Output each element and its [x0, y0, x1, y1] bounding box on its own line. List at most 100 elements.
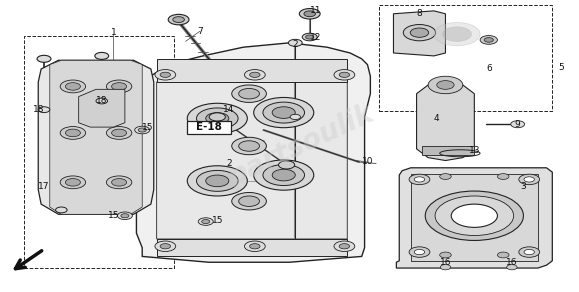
Circle shape	[272, 169, 295, 181]
Circle shape	[437, 81, 454, 89]
Circle shape	[244, 69, 265, 80]
Text: 18: 18	[32, 105, 44, 114]
Circle shape	[95, 53, 109, 59]
Text: 10: 10	[362, 157, 373, 166]
Circle shape	[206, 113, 229, 124]
Text: 15: 15	[211, 215, 223, 225]
Circle shape	[37, 55, 51, 62]
Polygon shape	[137, 43, 371, 262]
Circle shape	[138, 128, 146, 132]
Circle shape	[299, 8, 320, 19]
Circle shape	[232, 137, 266, 155]
Text: 18: 18	[96, 96, 108, 105]
Text: 7: 7	[197, 27, 203, 36]
Circle shape	[442, 27, 471, 41]
Circle shape	[107, 126, 132, 139]
Circle shape	[196, 171, 238, 191]
Text: 8: 8	[416, 9, 422, 18]
Circle shape	[232, 192, 266, 210]
Circle shape	[187, 166, 247, 196]
Circle shape	[254, 160, 314, 190]
Circle shape	[196, 108, 238, 129]
Polygon shape	[79, 89, 125, 127]
Circle shape	[339, 72, 350, 77]
Circle shape	[96, 98, 108, 104]
Circle shape	[272, 107, 295, 118]
Circle shape	[439, 252, 451, 258]
Circle shape	[173, 17, 184, 22]
Circle shape	[519, 247, 540, 257]
Circle shape	[112, 178, 127, 186]
FancyBboxPatch shape	[186, 121, 230, 133]
Text: 4: 4	[434, 114, 439, 123]
Circle shape	[497, 252, 509, 258]
Circle shape	[65, 129, 80, 137]
Text: 3: 3	[521, 182, 526, 191]
Polygon shape	[50, 60, 142, 214]
Polygon shape	[394, 11, 445, 56]
Text: 12: 12	[310, 32, 321, 41]
Text: 14: 14	[223, 105, 234, 114]
Circle shape	[434, 22, 480, 46]
Bar	[24, 36, 174, 268]
Circle shape	[244, 241, 265, 251]
Circle shape	[404, 25, 435, 41]
Circle shape	[239, 88, 259, 99]
Circle shape	[428, 76, 463, 94]
Circle shape	[263, 102, 305, 123]
Circle shape	[480, 36, 497, 44]
Circle shape	[440, 265, 450, 270]
Polygon shape	[416, 81, 474, 161]
Polygon shape	[411, 174, 538, 261]
Circle shape	[409, 174, 430, 185]
Circle shape	[524, 177, 534, 182]
Text: 16: 16	[439, 258, 451, 267]
Text: partsoulik: partsoulik	[223, 100, 379, 192]
Circle shape	[302, 33, 317, 41]
Circle shape	[60, 176, 86, 189]
Circle shape	[168, 14, 189, 25]
Circle shape	[519, 174, 540, 185]
Circle shape	[112, 129, 127, 137]
Circle shape	[65, 178, 80, 186]
Circle shape	[155, 69, 175, 80]
Polygon shape	[422, 146, 474, 155]
Circle shape	[155, 241, 175, 251]
Circle shape	[160, 244, 170, 249]
Circle shape	[112, 83, 127, 90]
Polygon shape	[38, 60, 154, 214]
Circle shape	[250, 244, 260, 249]
Text: 15: 15	[142, 123, 154, 132]
Circle shape	[524, 249, 534, 255]
Circle shape	[121, 214, 129, 218]
Circle shape	[160, 72, 170, 77]
Circle shape	[60, 80, 86, 93]
Circle shape	[409, 247, 430, 257]
Circle shape	[288, 39, 302, 46]
Circle shape	[107, 176, 132, 189]
Circle shape	[304, 11, 316, 17]
Text: 15: 15	[108, 211, 119, 220]
Text: 9: 9	[515, 120, 521, 129]
Circle shape	[239, 196, 259, 206]
Circle shape	[414, 249, 424, 255]
Circle shape	[425, 191, 523, 240]
Circle shape	[135, 126, 150, 134]
Circle shape	[65, 83, 80, 90]
Text: 13: 13	[468, 146, 480, 155]
Text: 2: 2	[226, 159, 232, 168]
Polygon shape	[397, 168, 552, 268]
Circle shape	[497, 174, 509, 179]
Circle shape	[484, 38, 493, 42]
Circle shape	[60, 126, 86, 139]
Text: 17: 17	[38, 182, 50, 191]
Text: E-18: E-18	[196, 122, 222, 132]
Text: 2: 2	[292, 40, 298, 49]
Circle shape	[339, 244, 350, 249]
Circle shape	[511, 121, 525, 128]
Circle shape	[414, 177, 424, 182]
Circle shape	[334, 241, 355, 251]
Text: 11: 11	[310, 6, 321, 15]
Circle shape	[250, 72, 260, 77]
Polygon shape	[157, 59, 347, 82]
